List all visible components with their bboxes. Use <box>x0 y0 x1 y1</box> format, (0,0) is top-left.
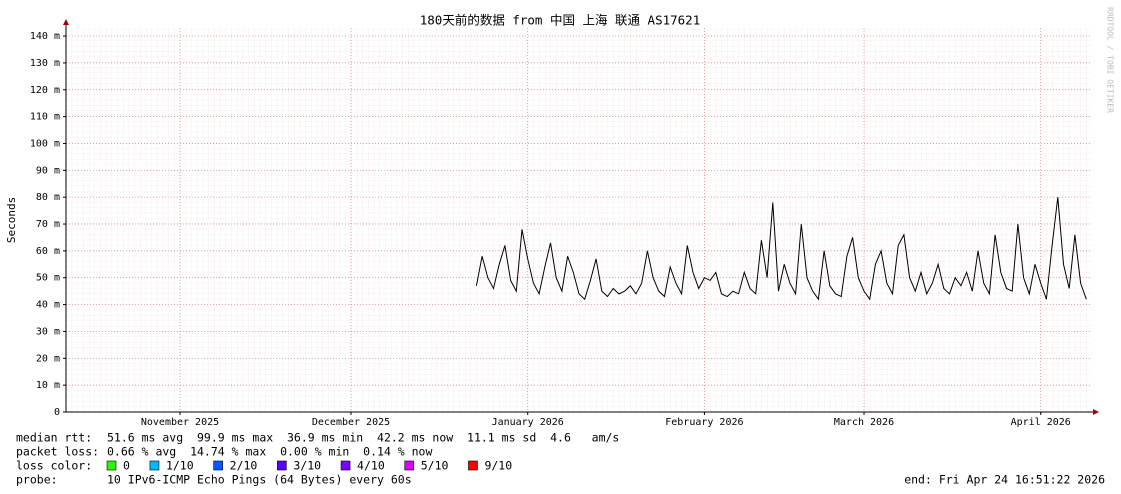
loss-swatch <box>340 460 351 471</box>
stat-label: median rtt: <box>16 431 92 445</box>
loss-swatch <box>213 460 223 471</box>
probe-label: probe: <box>16 473 58 487</box>
stat-text: 0.66 % avg 14.74 % max 0.00 % min 0.14 %… <box>107 445 432 459</box>
y-tick-label: 80 m <box>36 192 60 203</box>
y-tick-label: 130 m <box>30 58 60 69</box>
loss-swatch <box>106 460 117 471</box>
loss-swatch <box>277 460 287 471</box>
y-arrow <box>63 19 69 25</box>
y-tick-label: 100 m <box>30 138 60 149</box>
y-axis-label: Seconds <box>5 197 18 243</box>
x-arrow <box>1093 409 1099 415</box>
y-tick-label: 90 m <box>36 165 60 176</box>
loss-text: 5/10 <box>421 459 449 473</box>
footer: median rtt: 51.6 ms avg 99.9 ms max 36.9 … <box>16 431 1105 487</box>
y-tick-label: 30 m <box>36 326 60 337</box>
x-tick-label: February 2026 <box>665 417 743 428</box>
loss-text: 9/10 <box>484 459 512 473</box>
loss-text: 4/10 <box>357 459 385 473</box>
chart-title: 180天前的数据 from 中国 上海 联通 AS17621 <box>420 13 701 28</box>
loss-swatch <box>404 460 415 471</box>
loss-text: 0 <box>123 459 130 473</box>
stat-label: packet loss: <box>16 445 99 459</box>
y-tick-label: 140 m <box>30 31 60 42</box>
y-tick-label: 110 m <box>30 112 60 123</box>
probe-text: 10 IPv6-ICMP Echo Pings (64 Bytes) every… <box>107 473 412 487</box>
median-line <box>475 197 1087 301</box>
loss-swatch <box>468 460 478 471</box>
x-tick-label: March 2026 <box>834 417 894 428</box>
y-tick-label: 0 <box>54 407 60 418</box>
loss-text: 1/10 <box>166 459 194 473</box>
watermark: RRDTOOL / TOBI OETIKER <box>1106 7 1115 113</box>
loss-label: loss color: <box>16 459 92 473</box>
plot: 0 10 m 20 m 30 m 40 m 50 m 60 m 70 m 80 m 90 m 100… <box>30 28 1092 428</box>
x-tick-label: January 2026 <box>492 417 564 428</box>
x-tick-label: April 2026 <box>1011 417 1071 428</box>
stat-text: 51.6 ms avg 99.9 ms max 36.9 ms min 42.2… <box>107 431 619 445</box>
y-tick-label: 120 m <box>30 85 60 96</box>
loss-swatch <box>149 460 160 471</box>
y-tick-label: 50 m <box>36 273 60 284</box>
x-tick-label: November 2025 <box>141 417 219 428</box>
end-text: end: Fri Apr 24 16:51:22 2026 <box>904 473 1105 487</box>
y-tick-label: 20 m <box>36 353 60 364</box>
y-tick-label: 40 m <box>36 300 60 311</box>
loss-text: 3/10 <box>293 459 321 473</box>
y-tick-label: 10 m <box>36 380 60 391</box>
x-tick-label: December 2025 <box>312 417 390 428</box>
loss-text: 2/10 <box>230 459 258 473</box>
y-tick-label: 70 m <box>36 219 60 230</box>
y-tick-label: 60 m <box>36 246 60 257</box>
minor-grid <box>66 28 1092 412</box>
